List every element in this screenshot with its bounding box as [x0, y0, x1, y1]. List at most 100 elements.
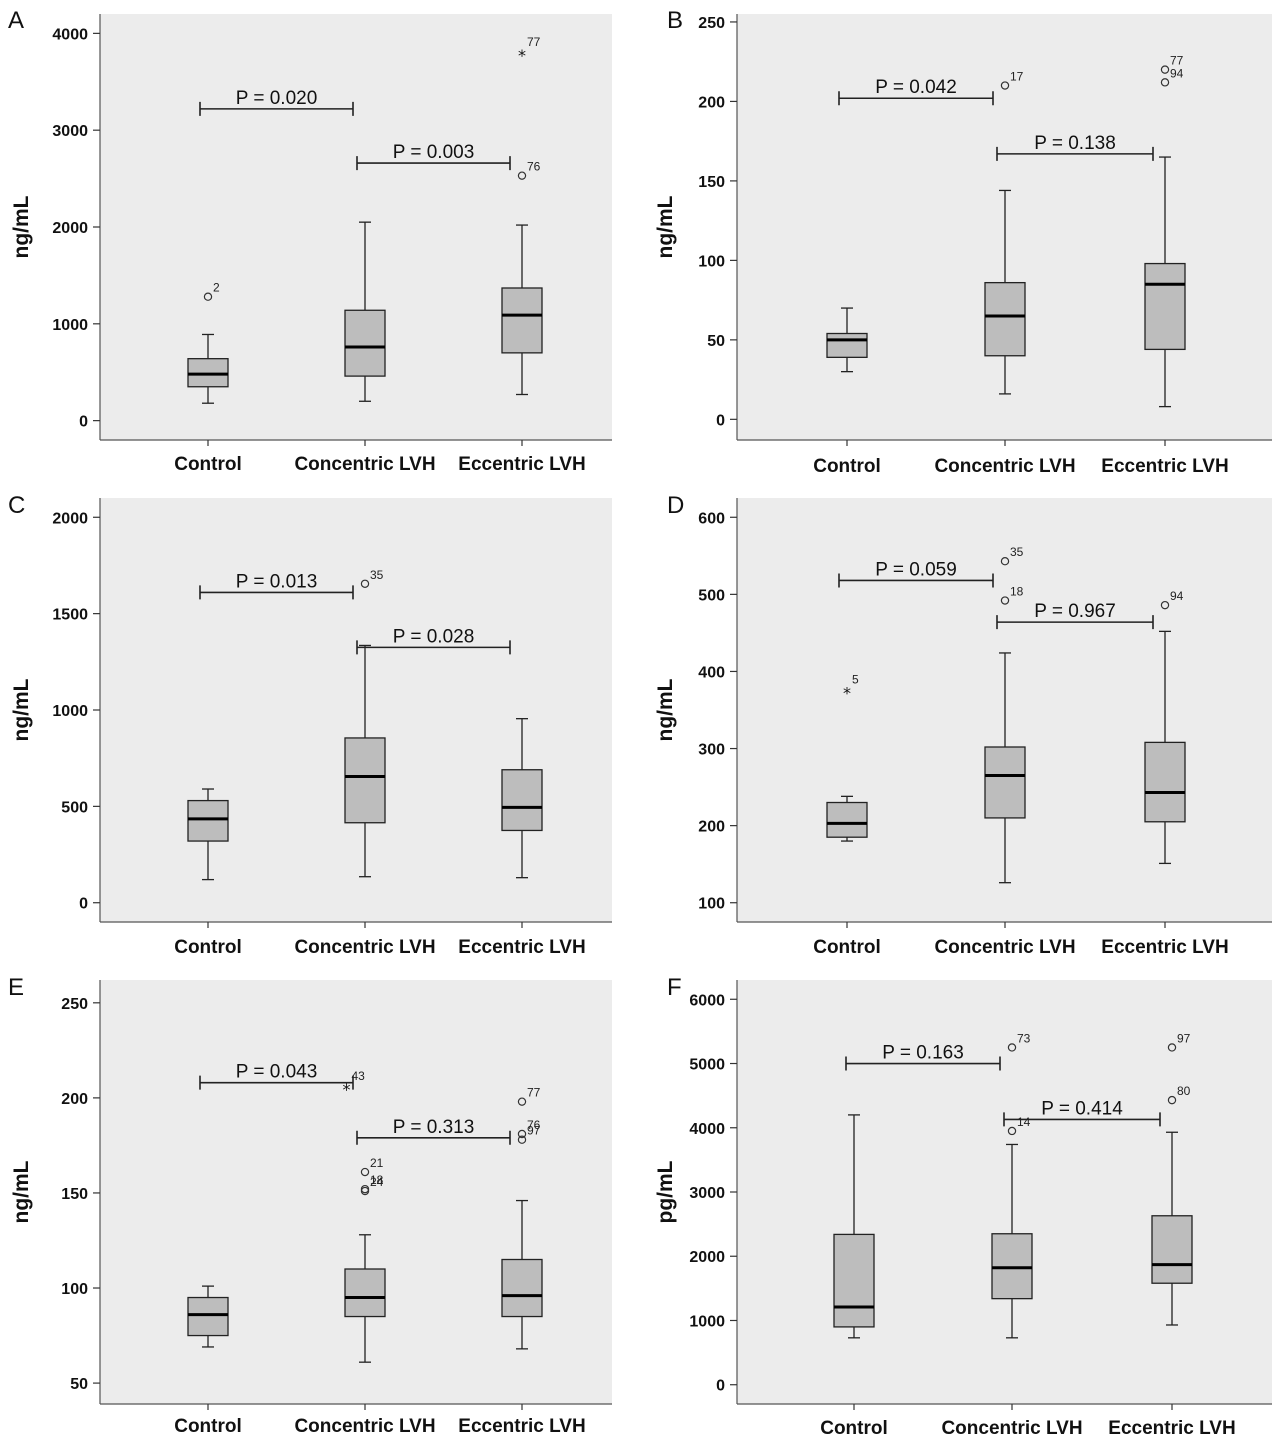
panel-letter: B: [667, 7, 683, 34]
p-value-label: P = 0.042: [875, 77, 957, 98]
comparison-bracket: P = 0.313: [356, 1117, 511, 1145]
panel-letter: E: [8, 974, 24, 1001]
y-tick-label: 150: [61, 1186, 88, 1203]
y-axis-label: pg/mL: [654, 1160, 677, 1223]
bracket-line: [996, 146, 1154, 161]
y-tick-label: 50: [70, 1376, 88, 1393]
p-value-label: P = 0.313: [393, 1117, 475, 1138]
y-tick-label: 300: [698, 742, 725, 759]
comparison-bracket: P = 0.028: [356, 626, 511, 655]
outlier-label: 77: [527, 35, 541, 49]
category-label: Eccentric LVH: [458, 937, 585, 958]
outlier-point: [517, 171, 527, 180]
outlier-label: 18: [370, 1173, 384, 1187]
outlier-point: [1000, 596, 1010, 605]
category-label: Eccentric LVH: [458, 1416, 585, 1437]
outlier-label: 17: [1010, 70, 1024, 84]
y-tick-label: 250: [698, 15, 725, 32]
bracket-line: [838, 573, 994, 588]
p-value-label: P = 0.043: [236, 1062, 318, 1083]
outlier-label: 76: [527, 1118, 541, 1132]
y-axis-label: ng/mL: [654, 678, 677, 741]
bracket-line: [1003, 1112, 1161, 1127]
bracket-line: [845, 1056, 1001, 1071]
outlier-point: [203, 292, 213, 301]
comparison-bracket: P = 0.414: [1003, 1098, 1161, 1127]
box-concentric-lvh: 17: [984, 70, 1026, 395]
comparison-bracket: P = 0.138: [996, 133, 1154, 161]
outlier-label: 14: [1017, 1115, 1031, 1129]
bracket-line: [199, 1075, 354, 1090]
outlier-label: 35: [370, 568, 384, 582]
iqr-box: [501, 769, 543, 832]
iqr-box: [833, 1233, 875, 1328]
category-label: Concentric LVH: [934, 937, 1075, 958]
p-value-label: P = 0.028: [393, 626, 475, 647]
p-value-label: P = 0.414: [1041, 1098, 1123, 1119]
category-label: Control: [813, 937, 881, 958]
panel-letter: C: [8, 492, 25, 519]
y-tick-label: 500: [698, 587, 725, 604]
box-eccentric-lvh: 97 80: [1151, 1031, 1193, 1326]
panel-d: Dng/mL 100 200 300 400 500 600 Control Concentri…: [654, 492, 1272, 958]
y-tick-label: 0: [79, 896, 88, 913]
y-tick-label: 0: [716, 1378, 725, 1395]
category-label: Eccentric LVH: [1101, 937, 1228, 958]
category-label: Control: [174, 1416, 242, 1437]
bracket-line: [356, 640, 511, 655]
category-label: Concentric LVH: [934, 456, 1075, 477]
outlier-label: 21: [370, 1156, 384, 1170]
category-label: Concentric LVH: [941, 1418, 1082, 1439]
box-control: [187, 1285, 229, 1348]
y-tick-label: 400: [698, 664, 725, 681]
y-tick-label: 1000: [689, 1313, 725, 1330]
outlier-point: [1160, 78, 1170, 87]
outlier-point: [1007, 1126, 1017, 1136]
outlier-label: 97: [527, 1124, 541, 1138]
category-label: Control: [174, 454, 242, 475]
y-axis-label: ng/mL: [10, 678, 33, 741]
y-axis-label: ng/mL: [10, 195, 33, 258]
y-tick-label: 150: [698, 174, 725, 191]
category-label: Control: [174, 937, 242, 958]
y-tick-label: 5000: [689, 1057, 725, 1074]
y-tick-label: 100: [61, 1281, 88, 1298]
box-control: [833, 1114, 875, 1339]
p-value-label: P = 0.138: [1034, 133, 1116, 154]
box-eccentric-lvh: [501, 718, 543, 879]
y-tick-label: 600: [698, 510, 725, 527]
plot-area-e: [100, 980, 612, 1404]
y-tick-label: 0: [79, 414, 88, 431]
y-tick-label: 1500: [52, 607, 88, 624]
category-label: Concentric LVH: [294, 1416, 435, 1437]
p-value-label: P = 0.020: [236, 88, 318, 109]
box-concentric-lvh: 35 18: [984, 545, 1026, 884]
outlier-point: [360, 1186, 370, 1196]
bracket-line: [199, 101, 354, 116]
outlier-label: 73: [1017, 1031, 1031, 1045]
iqr-box: [984, 281, 1026, 357]
comparison-bracket: P = 0.020: [199, 88, 354, 116]
comparison-bracket: P = 0.043 *43: [199, 1062, 365, 1099]
outlier-label: 97: [1177, 1031, 1191, 1045]
iqr-box: [187, 799, 229, 842]
outlier-point: [1160, 600, 1170, 610]
outlier-point: [1160, 65, 1170, 74]
extreme-outlier-star: *: [518, 46, 526, 65]
outlier-label: 77: [527, 1086, 541, 1100]
bracket-line: [356, 156, 511, 171]
outlier-point: [517, 1135, 527, 1144]
y-tick-label: 4000: [689, 1121, 725, 1138]
outlier-label: 80: [1177, 1084, 1191, 1098]
category-label: Control: [813, 456, 881, 477]
iqr-box: [1151, 1215, 1193, 1284]
outlier-point: [1007, 1043, 1017, 1052]
category-label: Eccentric LVH: [1108, 1418, 1235, 1439]
outlier-label: 24: [370, 1175, 384, 1189]
box-control: *5: [826, 672, 868, 842]
bracket-line: [199, 585, 354, 600]
outlier-point: [360, 1167, 370, 1177]
y-tick-label: 3000: [689, 1185, 725, 1202]
